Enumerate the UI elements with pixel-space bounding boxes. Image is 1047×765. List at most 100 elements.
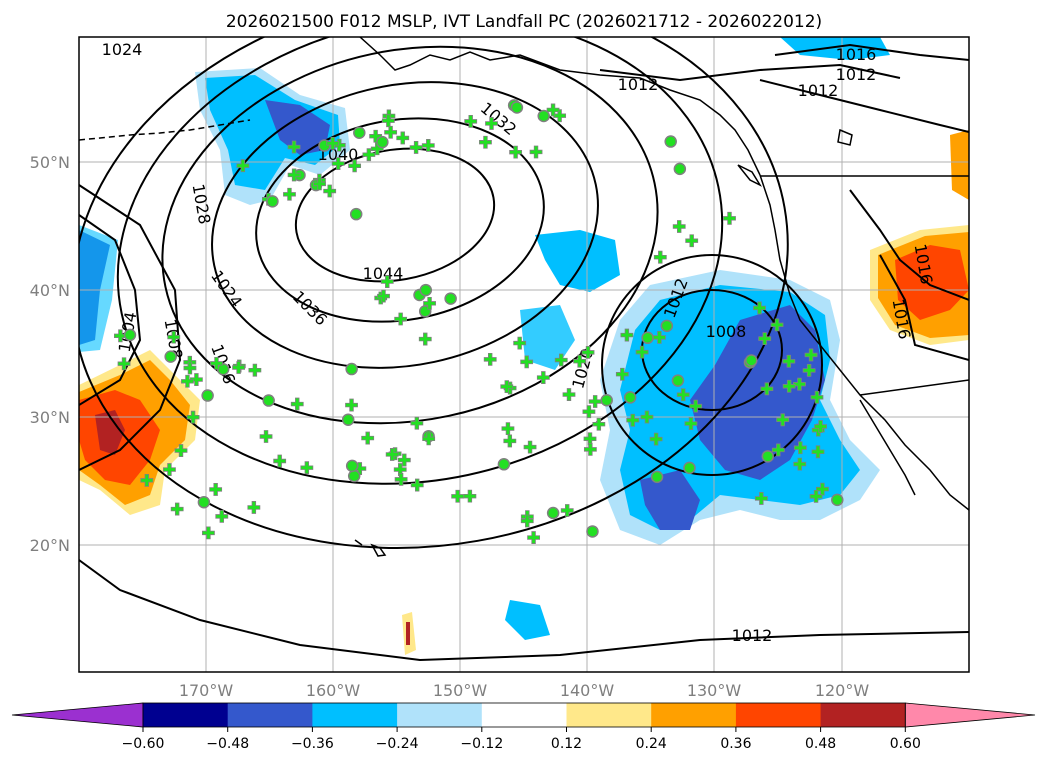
shade-east-coast-strong: [895, 245, 969, 320]
landfall-plus-marker: [463, 489, 477, 503]
shade-south-spike-core: [406, 622, 410, 645]
landfall-plus-marker: [776, 413, 790, 427]
landfall-plus-marker: [209, 483, 223, 496]
landfall-plus-marker: [464, 114, 478, 128]
landfall-plus-marker: [174, 444, 188, 457]
landfall-circle-marker: [623, 391, 637, 404]
landfall-plus-marker: [287, 168, 301, 182]
landfall-plus-marker: [560, 504, 574, 517]
landfall-plus-marker: [649, 432, 663, 446]
isobar-west-1004: [79, 214, 142, 406]
landfall-plus-marker: [582, 405, 596, 419]
landfall-circle-marker: [673, 162, 687, 176]
landfall-plus-marker: [640, 410, 654, 424]
landfall-plus-marker: [523, 440, 537, 454]
landfall-plus-marker: [689, 399, 703, 413]
landfall-plus-marker: [394, 312, 408, 326]
shade-southwest-max: [95, 410, 125, 455]
coast-aleutians: [79, 119, 251, 141]
coastlines: [79, 37, 969, 557]
colorbar-segment: [143, 703, 229, 727]
landfall-plus-marker: [753, 301, 766, 315]
landfall-plus-marker: [672, 220, 686, 233]
landfall-circle-marker: [376, 135, 389, 149]
colorbar-segment: [312, 703, 398, 727]
isobar-label: 1012: [732, 626, 773, 645]
landfall-plus-marker: [248, 363, 262, 377]
landfall-circle-marker: [349, 207, 363, 221]
landfall-plus-marker: [380, 275, 394, 288]
landfall-plus-marker: [300, 461, 314, 475]
isobar-high-6: [79, 37, 789, 549]
landfall-circle-marker: [262, 394, 275, 407]
landfall-plus-marker: [362, 148, 376, 162]
lat-label: 50°N: [30, 153, 70, 172]
landfall-plus-marker: [814, 420, 827, 433]
isobar-high-5: [116, 37, 724, 485]
landfall-plus-marker: [183, 361, 197, 375]
landfall-plus-marker: [410, 416, 424, 430]
lon-label: 130°W: [687, 681, 742, 700]
border-us-mexico: [859, 379, 969, 396]
landfall-plus-marker: [163, 463, 176, 476]
landfall-plus-marker: [500, 380, 514, 394]
landfall-plus-marker: [202, 526, 215, 540]
landfall-plus-marker: [410, 478, 424, 492]
landfall-circle-marker: [266, 195, 279, 208]
landfall-markers: [114, 99, 844, 544]
landfall-circle-marker: [745, 354, 758, 367]
landfall-plus-marker: [771, 443, 785, 457]
landfall-plus-marker: [323, 184, 337, 198]
landfall-plus-marker: [615, 367, 629, 381]
landfall-circle-marker: [345, 362, 358, 376]
colorbar-segment: [651, 703, 737, 727]
landfall-plus-marker: [802, 363, 816, 377]
colorbar-tick-label: 0.36: [720, 736, 751, 752]
colorbar-tick-label: −0.60: [122, 736, 165, 752]
isobar-label: 1012: [836, 65, 877, 84]
landfall-plus-marker: [588, 395, 602, 408]
landfall-circle-marker: [164, 350, 177, 363]
landfall-plus-marker: [758, 332, 772, 346]
shade-central-north: [535, 230, 620, 292]
lon-label: 150°W: [433, 681, 488, 700]
landfall-plus-marker: [527, 531, 541, 544]
landfall-circle-marker: [197, 495, 211, 509]
lon-label: 140°W: [560, 681, 615, 700]
landfall-plus-marker: [793, 457, 807, 471]
isobar-label: 1008: [706, 322, 747, 341]
landfall-circle-marker: [671, 374, 685, 387]
lon-label: 160°W: [306, 681, 361, 700]
landfall-plus-marker: [483, 352, 497, 366]
landfall-plus-marker: [520, 514, 534, 528]
landfall-plus-marker: [117, 357, 131, 371]
lon-label: 170°W: [179, 681, 234, 700]
lat-label: 40°N: [30, 281, 70, 300]
landfall-plus-marker: [353, 462, 367, 475]
landfall-plus-marker: [331, 157, 345, 170]
landfall-plus-marker: [793, 377, 806, 391]
lat-label: 30°N: [30, 408, 70, 427]
landfall-circle-marker: [586, 525, 599, 538]
landfall-plus-marker: [479, 135, 492, 149]
landfall-circle-marker: [537, 109, 550, 123]
landfall-circle-marker: [201, 389, 214, 402]
landfall-plus-marker: [273, 454, 287, 468]
isobar-northeast-1012b: [759, 79, 969, 133]
landfall-plus-marker: [326, 136, 340, 150]
landfall-plus-marker: [345, 398, 358, 412]
shade-east-strong: [690, 305, 825, 480]
isobar-south-1012: [79, 559, 969, 662]
landfall-plus-marker: [361, 431, 375, 445]
landfall-plus-marker: [287, 140, 301, 154]
landfall-plus-marker: [546, 103, 560, 117]
landfall-plus-marker: [236, 159, 250, 173]
landfall-plus-marker: [422, 432, 436, 446]
colorbar-tick-label: 0.12: [551, 736, 582, 752]
landfall-circle-marker: [650, 470, 664, 484]
colorbar-extend-max: [904, 702, 1036, 728]
landfall-plus-marker: [770, 318, 784, 332]
landfall-plus-marker: [397, 453, 411, 467]
landfall-circle-marker: [341, 413, 355, 426]
